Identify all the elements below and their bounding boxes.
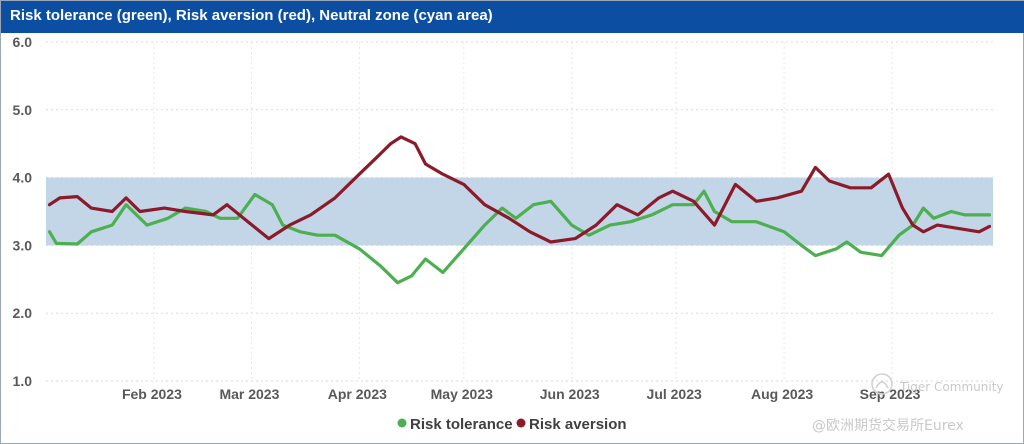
watermark-line1: Tiger Community bbox=[899, 380, 1004, 394]
y-axis-ticks: 6.0 5.0 4.0 3.0 2.0 1.0 bbox=[13, 34, 33, 389]
y-tick-label: 2.0 bbox=[13, 305, 33, 321]
risk-tolerance-line bbox=[47, 189, 992, 285]
legend-label-risk-tolerance: Risk tolerance bbox=[410, 416, 513, 433]
y-tick-label: 5.0 bbox=[13, 102, 33, 118]
y-tick-label: 1.0 bbox=[13, 373, 33, 389]
legend-marker-risk-aversion bbox=[516, 418, 526, 428]
risk-aversion-line bbox=[47, 135, 992, 244]
x-tick-label: Feb 2023 bbox=[122, 386, 182, 402]
chart-title: Risk tolerance (green), Risk aversion (r… bbox=[10, 7, 493, 24]
x-tick-label: Jun 2023 bbox=[540, 386, 600, 402]
chart-title-bar: Risk tolerance (green), Risk aversion (r… bbox=[1, 1, 1024, 33]
x-tick-label: Apr 2023 bbox=[328, 386, 387, 402]
y-tick-label: 3.0 bbox=[13, 237, 33, 253]
gridlines bbox=[46, 41, 993, 382]
y-tick-label: 4.0 bbox=[13, 170, 33, 186]
x-tick-label: Mar 2023 bbox=[219, 386, 279, 402]
series-lines bbox=[47, 135, 992, 285]
watermark-line2: @欧洲期货交易所Eurex bbox=[812, 417, 964, 434]
watermark: Tiger Community @欧洲期货交易所Eurex bbox=[812, 373, 1004, 434]
x-tick-label: May 2023 bbox=[431, 386, 493, 402]
y-tick-label: 6.0 bbox=[13, 34, 33, 50]
x-tick-label: Aug 2023 bbox=[751, 386, 813, 402]
x-tick-label: Jul 2023 bbox=[647, 386, 702, 402]
x-axis-ticks: Feb 2023 Mar 2023 Apr 2023 May 2023 Jun 2023… bbox=[122, 386, 921, 402]
legend-label-risk-aversion: Risk aversion bbox=[529, 416, 627, 433]
tiger-logo-icon bbox=[871, 373, 893, 395]
legend-marker-risk-tolerance bbox=[397, 418, 407, 428]
legend: Risk tolerance Risk aversion bbox=[397, 416, 627, 433]
